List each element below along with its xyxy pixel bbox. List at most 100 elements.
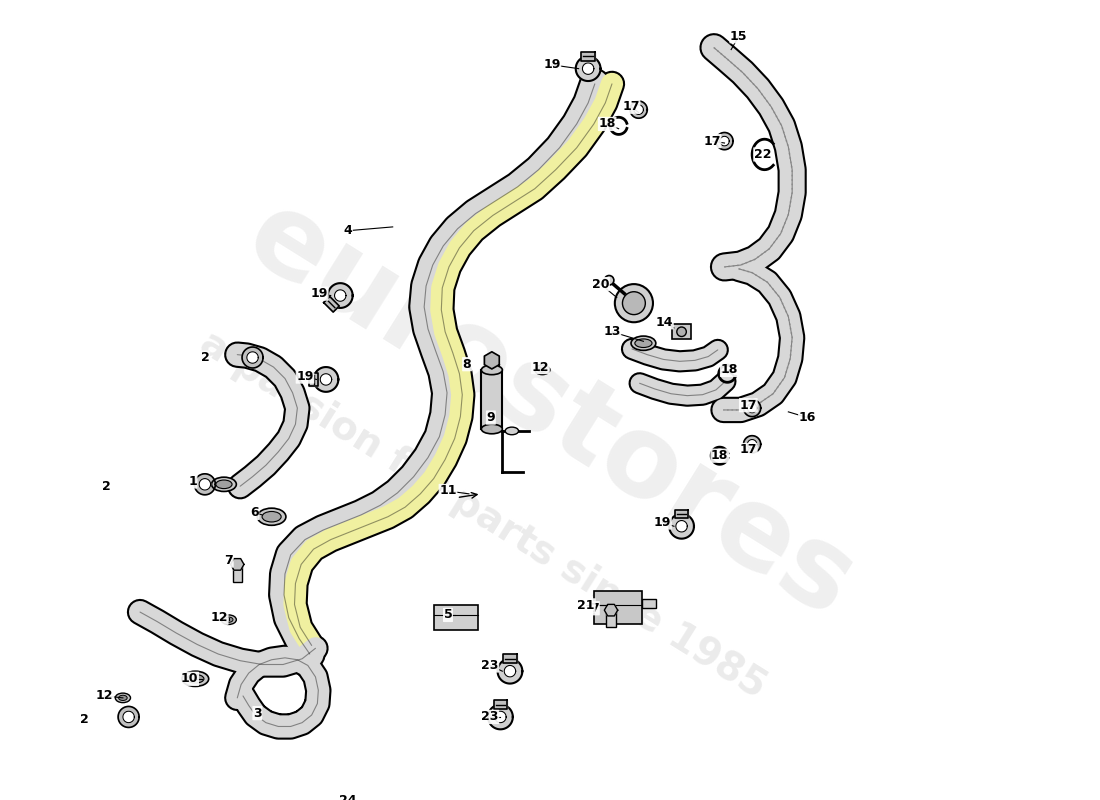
Polygon shape — [246, 352, 258, 363]
Polygon shape — [334, 290, 346, 302]
Text: 13: 13 — [603, 326, 620, 338]
Text: 1: 1 — [188, 475, 197, 488]
Text: 16: 16 — [799, 411, 816, 424]
Text: 17: 17 — [623, 100, 640, 114]
Text: 19: 19 — [653, 516, 671, 529]
Polygon shape — [675, 521, 688, 532]
Polygon shape — [504, 666, 516, 677]
Ellipse shape — [187, 674, 204, 683]
Ellipse shape — [119, 695, 128, 701]
Polygon shape — [634, 105, 643, 114]
Text: 23: 23 — [481, 659, 498, 672]
Ellipse shape — [257, 508, 286, 526]
Bar — [594, 591, 641, 625]
Text: 22: 22 — [754, 148, 771, 161]
Polygon shape — [675, 510, 689, 518]
Text: 18: 18 — [598, 118, 616, 130]
Text: 17: 17 — [739, 443, 757, 457]
Polygon shape — [719, 136, 729, 146]
Circle shape — [615, 284, 653, 322]
Polygon shape — [604, 604, 618, 616]
Text: 7: 7 — [224, 554, 233, 567]
Text: 20: 20 — [592, 278, 609, 290]
Text: 19: 19 — [310, 287, 328, 300]
Text: 2: 2 — [80, 714, 89, 726]
Text: a passion for parts since 1985: a passion for parts since 1985 — [194, 324, 773, 706]
Polygon shape — [494, 700, 507, 709]
Ellipse shape — [631, 336, 656, 350]
Ellipse shape — [676, 327, 686, 337]
Text: 15: 15 — [730, 30, 748, 42]
Polygon shape — [314, 367, 339, 392]
Polygon shape — [669, 514, 694, 538]
Text: 5: 5 — [443, 609, 452, 622]
Text: 8: 8 — [463, 358, 472, 370]
Polygon shape — [349, 792, 366, 800]
Text: 19: 19 — [543, 58, 561, 71]
Ellipse shape — [635, 339, 652, 347]
Ellipse shape — [216, 480, 232, 489]
Ellipse shape — [538, 367, 547, 373]
Text: 18: 18 — [720, 363, 738, 377]
Text: 6: 6 — [250, 506, 258, 519]
Polygon shape — [484, 352, 499, 369]
Polygon shape — [747, 439, 757, 449]
Ellipse shape — [182, 671, 209, 686]
Ellipse shape — [221, 615, 236, 625]
Polygon shape — [575, 56, 601, 81]
Text: 10: 10 — [180, 672, 198, 686]
Polygon shape — [582, 63, 594, 74]
Polygon shape — [504, 654, 517, 663]
Ellipse shape — [116, 693, 131, 702]
Bar — [482, 370, 503, 429]
Ellipse shape — [262, 511, 282, 522]
Polygon shape — [582, 52, 595, 61]
Ellipse shape — [482, 365, 503, 374]
Polygon shape — [716, 133, 733, 150]
Bar — [641, 598, 656, 608]
Text: 14: 14 — [656, 316, 673, 329]
Ellipse shape — [505, 427, 518, 434]
Text: 11: 11 — [439, 485, 456, 498]
Text: 2: 2 — [102, 480, 111, 493]
Ellipse shape — [224, 617, 233, 622]
Ellipse shape — [482, 424, 503, 434]
Polygon shape — [309, 373, 318, 386]
Polygon shape — [353, 796, 362, 800]
Text: 4: 4 — [343, 224, 352, 238]
Text: 21: 21 — [578, 599, 595, 612]
Text: 24: 24 — [339, 794, 356, 800]
Text: 23: 23 — [481, 710, 498, 723]
Bar — [672, 324, 691, 339]
Text: 12: 12 — [531, 361, 549, 374]
Polygon shape — [488, 705, 513, 730]
Polygon shape — [118, 706, 139, 727]
Polygon shape — [495, 711, 506, 722]
Text: eurostores: eurostores — [227, 179, 873, 641]
Text: 18: 18 — [711, 450, 728, 462]
Text: 12: 12 — [210, 611, 228, 624]
Polygon shape — [231, 558, 244, 570]
Text: 2: 2 — [200, 351, 209, 364]
Polygon shape — [323, 297, 339, 312]
Polygon shape — [123, 711, 134, 722]
Polygon shape — [747, 403, 757, 413]
Polygon shape — [328, 283, 353, 308]
Bar — [606, 610, 616, 627]
Polygon shape — [320, 374, 332, 385]
Ellipse shape — [211, 477, 236, 491]
Polygon shape — [497, 658, 522, 683]
Polygon shape — [242, 347, 263, 368]
Text: 9: 9 — [486, 411, 495, 424]
Polygon shape — [199, 478, 210, 490]
Polygon shape — [630, 101, 647, 118]
Polygon shape — [195, 474, 216, 494]
Polygon shape — [744, 436, 761, 453]
Bar — [433, 606, 477, 630]
Circle shape — [604, 275, 614, 285]
Text: 17: 17 — [739, 398, 757, 412]
Text: 12: 12 — [96, 690, 113, 702]
Bar — [232, 564, 242, 582]
Polygon shape — [744, 399, 761, 417]
Circle shape — [623, 292, 646, 314]
